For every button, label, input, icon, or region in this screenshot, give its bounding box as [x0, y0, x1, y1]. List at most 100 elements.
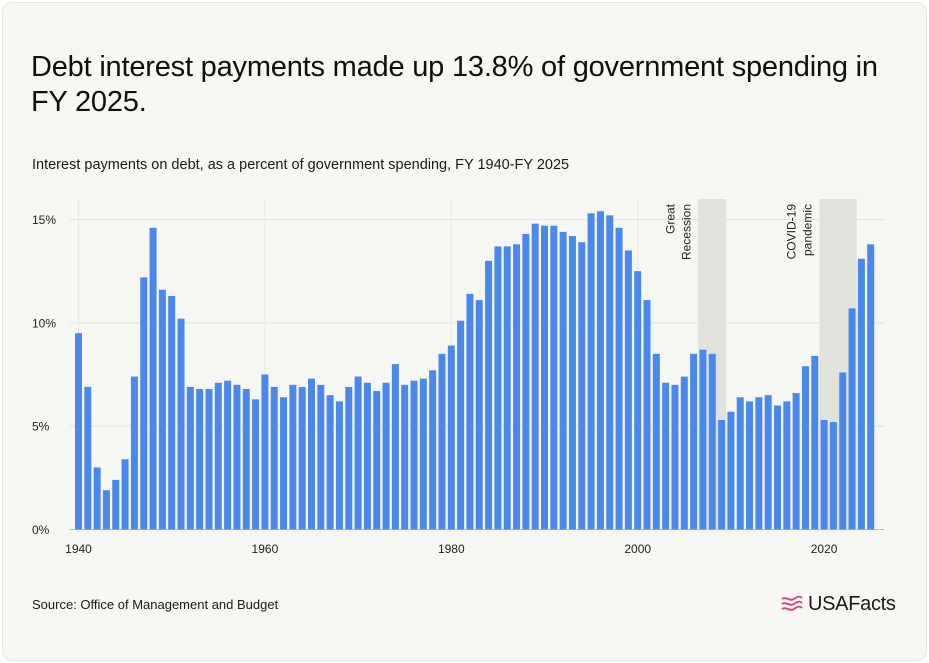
bar-1970 [354, 376, 362, 530]
bar-1968 [335, 401, 343, 530]
bar-1947 [140, 277, 148, 530]
axis-labels: 0% 5% 10% 15% 1940 1960 1980 2000 2020 [32, 213, 838, 556]
bar-1981 [457, 320, 465, 530]
bar-1988 [522, 233, 530, 530]
bar-1974 [391, 364, 399, 530]
bar-1946 [130, 376, 138, 530]
bar-1960 [261, 374, 269, 530]
bar-1994 [578, 242, 586, 530]
x-tick-label: 2020 [811, 542, 838, 556]
bar-1992 [559, 231, 567, 530]
bar-2008 [708, 353, 716, 530]
bar-1966 [317, 384, 325, 530]
bar-1995 [587, 213, 595, 530]
bar-1985 [494, 246, 502, 530]
bar-1999 [624, 250, 632, 530]
bar-1955 [214, 382, 222, 530]
annotation-labels: Great Recession COVID-19 pandemic [663, 203, 814, 260]
annotation-line: Great [663, 203, 677, 234]
bar-2015 [774, 405, 781, 530]
bar-1993 [568, 236, 576, 530]
bar-2023 [848, 308, 856, 530]
bar-1941 [84, 386, 92, 530]
chart-title: Debt interest payments made up 13.8% of … [31, 51, 878, 118]
bar-1945 [121, 459, 129, 530]
bar-1989 [531, 223, 539, 530]
bar-1972 [373, 391, 381, 530]
bar-2005 [680, 376, 688, 530]
bar-1962 [280, 397, 288, 530]
bar-1951 [177, 318, 185, 530]
bar-1943 [102, 490, 110, 530]
bar-1976 [410, 380, 418, 530]
flag-icon [781, 595, 803, 611]
usafacts-logo[interactable]: USAFacts [780, 592, 896, 616]
bar-2000 [634, 271, 642, 530]
bar-2007 [699, 349, 707, 530]
bar-2017 [792, 393, 800, 530]
bar-2021 [829, 422, 837, 530]
bar-1965 [308, 378, 315, 530]
bar-2014 [764, 395, 772, 530]
annotation-line: COVID-19 [784, 204, 798, 260]
bar-1996 [596, 211, 604, 530]
bar-2004 [671, 384, 679, 530]
bar-2022 [839, 372, 847, 530]
bar-1954 [205, 388, 213, 530]
annotation-line: Recession [679, 204, 693, 260]
bar-2013 [755, 397, 763, 530]
bar-1983 [475, 300, 483, 530]
bar-1982 [466, 293, 474, 530]
bar-1980 [447, 345, 455, 530]
bar-1971 [363, 382, 371, 530]
bar-1977 [419, 378, 427, 530]
y-tick-label: 10% [32, 316, 56, 330]
bar-1986 [503, 246, 511, 530]
bar-2002 [652, 353, 660, 530]
bar-2020 [820, 419, 828, 530]
x-tick-label: 1980 [438, 542, 465, 556]
bar-1952 [186, 386, 194, 530]
bar-2003 [662, 382, 670, 530]
bar-1967 [326, 395, 334, 530]
bar-1964 [298, 386, 306, 530]
bar-1990 [541, 225, 548, 530]
bar-1984 [485, 260, 493, 530]
bar-2019 [811, 355, 819, 530]
bar-1957 [233, 384, 241, 530]
bar-1969 [345, 386, 353, 530]
bar-2018 [801, 366, 809, 530]
bar-2010 [727, 411, 735, 530]
bar-1978 [429, 370, 437, 530]
bar-1959 [252, 399, 260, 530]
bar-1963 [289, 384, 297, 530]
bar-1998 [615, 227, 623, 530]
bar-2006 [690, 353, 698, 530]
brand-name: USAFacts [808, 592, 896, 615]
bar-1950 [168, 295, 176, 530]
bar-1961 [270, 386, 278, 530]
y-tick-label: 5% [32, 420, 50, 434]
bar-2025 [867, 244, 875, 530]
x-tick-label: 1960 [252, 542, 279, 556]
bar-2001 [643, 300, 651, 530]
annotation-label-2: COVID-19 pandemic [784, 204, 814, 260]
bar-2024 [857, 258, 865, 530]
bar-1956 [224, 380, 232, 530]
bar-1948 [149, 227, 157, 530]
annotation-line: pandemic [800, 204, 814, 256]
bar-2016 [783, 401, 791, 530]
chart-subtitle: Interest payments on debt, as a percent … [32, 157, 570, 173]
x-tick-label: 1940 [65, 542, 92, 556]
source-note: Source: Office of Management and Budget [32, 597, 279, 612]
bar-1979 [438, 353, 446, 530]
annotation-label-1: Great Recession [663, 203, 693, 260]
bar-1953 [196, 388, 204, 530]
bar-1958 [242, 388, 250, 530]
bar-1997 [606, 215, 614, 530]
bar-1940 [75, 333, 82, 530]
bar-1944 [112, 479, 120, 530]
bar-1949 [158, 289, 166, 530]
bar-2012 [746, 401, 754, 530]
